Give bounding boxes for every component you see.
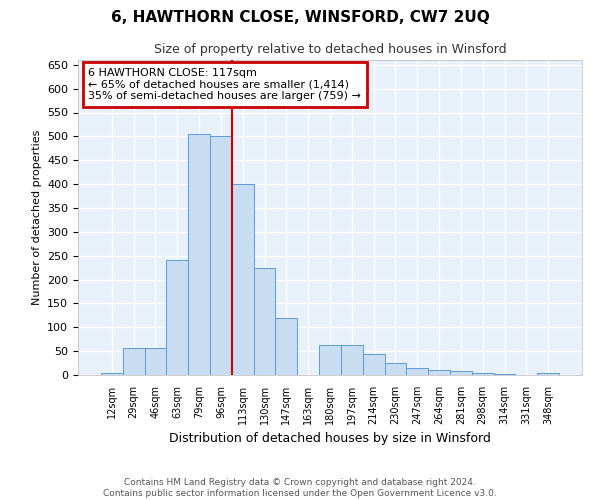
Bar bbox=[406, 368, 428, 375]
Bar bbox=[145, 348, 166, 375]
Bar bbox=[341, 346, 363, 375]
Bar bbox=[319, 346, 341, 375]
Bar bbox=[232, 184, 254, 375]
Title: Size of property relative to detached houses in Winsford: Size of property relative to detached ho… bbox=[154, 43, 506, 56]
Bar bbox=[363, 354, 385, 375]
Bar bbox=[101, 372, 123, 375]
Bar bbox=[254, 268, 275, 375]
Bar bbox=[275, 318, 297, 375]
Bar bbox=[450, 371, 472, 375]
Bar bbox=[123, 348, 145, 375]
Text: 6, HAWTHORN CLOSE, WINSFORD, CW7 2UQ: 6, HAWTHORN CLOSE, WINSFORD, CW7 2UQ bbox=[110, 10, 490, 25]
Bar bbox=[210, 136, 232, 375]
X-axis label: Distribution of detached houses by size in Winsford: Distribution of detached houses by size … bbox=[169, 432, 491, 446]
Bar bbox=[385, 363, 406, 375]
Bar bbox=[494, 374, 515, 375]
Bar bbox=[166, 260, 188, 375]
Text: 6 HAWTHORN CLOSE: 117sqm
← 65% of detached houses are smaller (1,414)
35% of sem: 6 HAWTHORN CLOSE: 117sqm ← 65% of detach… bbox=[88, 68, 361, 101]
Y-axis label: Number of detached properties: Number of detached properties bbox=[32, 130, 41, 305]
Bar bbox=[188, 134, 210, 375]
Bar bbox=[472, 372, 494, 375]
Bar bbox=[428, 370, 450, 375]
Bar bbox=[537, 372, 559, 375]
Text: Contains HM Land Registry data © Crown copyright and database right 2024.
Contai: Contains HM Land Registry data © Crown c… bbox=[103, 478, 497, 498]
